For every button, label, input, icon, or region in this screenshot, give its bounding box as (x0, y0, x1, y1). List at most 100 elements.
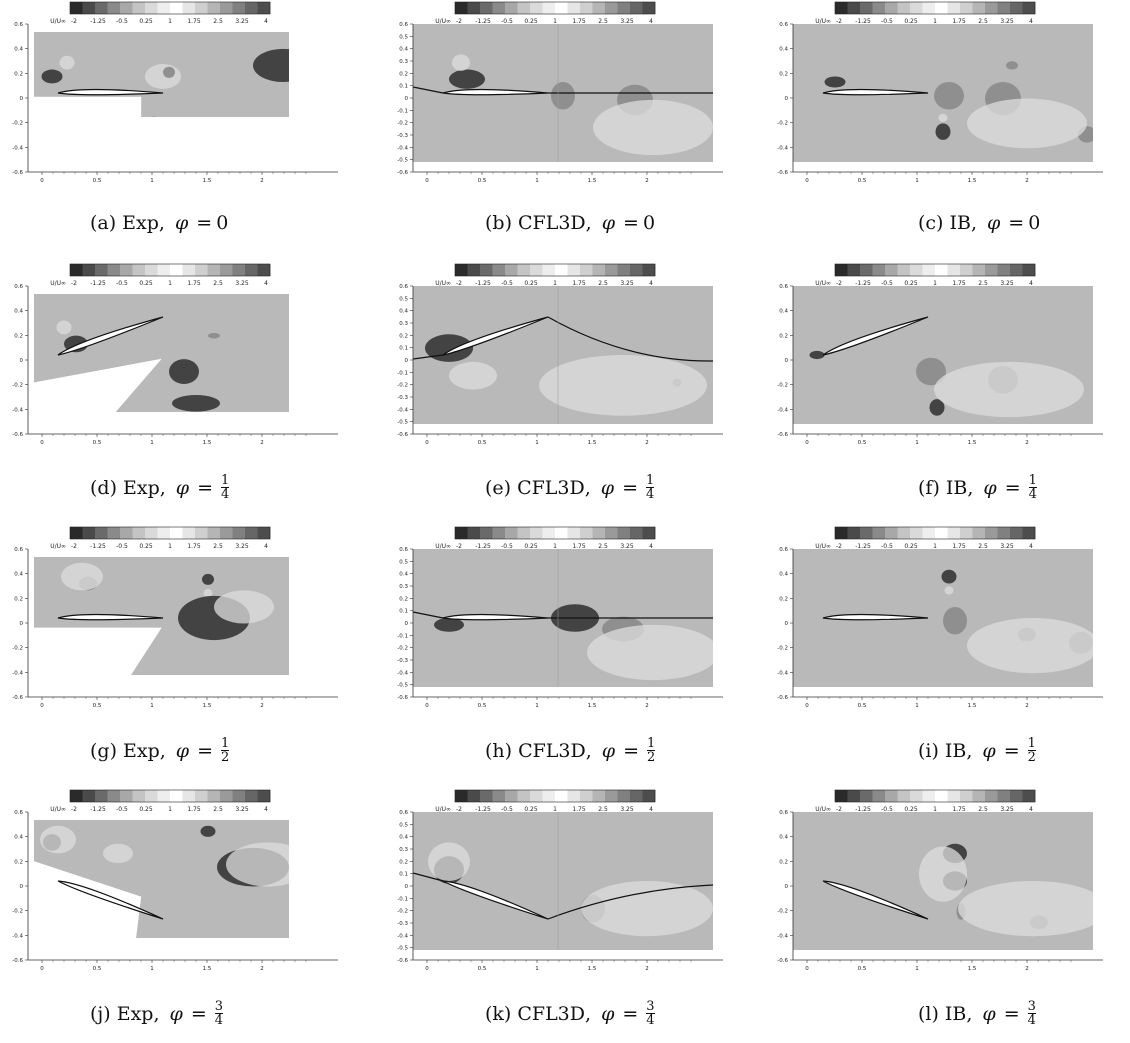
colorbar-tick-label: 3.25 (620, 543, 634, 550)
colorbar-tick-label: 1 (933, 806, 937, 813)
colorbar-level (985, 790, 998, 802)
colorbar-tick-label: -2 (456, 280, 462, 287)
x-tick-label: 1 (150, 178, 154, 184)
colorbar-level (157, 527, 171, 539)
phi-symbol: φ (986, 212, 1001, 234)
vortex-contour (452, 54, 470, 71)
colorbar-tick-label: -1.25 (855, 18, 871, 25)
caption-method: CFL3D (517, 476, 585, 499)
colorbar-level (157, 264, 171, 276)
y-tick-label: 0.5 (399, 559, 408, 565)
colorbar-label: U/U∞ (50, 18, 66, 25)
vortex-contour (824, 76, 846, 88)
colorbar-level (567, 2, 581, 14)
phase-denominator: 4 (1027, 1013, 1036, 1028)
y-tick-label: -0.4 (12, 407, 23, 413)
colorbar-level (232, 790, 246, 802)
airfoil (57, 613, 164, 621)
colorbar-level (642, 264, 656, 276)
panel-caption: (b) CFL3D, φ = 0 (485, 212, 656, 234)
colorbar-tick-label: -1.25 (475, 18, 491, 25)
colorbar-level (885, 264, 898, 276)
phase-numerator: 1 (1028, 473, 1037, 488)
panel-j: U/U∞ -2 -1.25 -0.5 0.25 1 1.75 2.5 3.25 4 0.6 0.4 0.… (0, 788, 365, 1043)
colorbar-level (232, 264, 246, 276)
contour-plot: U/U∞ -2 -1.25 -0.5 0.25 1 1.75 2.5 3.25 40.60.40.… (12, 1, 338, 184)
x-tick-label: 0 (805, 440, 809, 446)
phi-symbol: φ (982, 739, 996, 762)
colorbar-level (997, 790, 1011, 802)
colorbar: U/U∞ -2 -1.25 -0.5 0.25 1 1.75 2.5 3.25 4 (435, 263, 656, 287)
y-tick-label: -0.2 (397, 646, 408, 652)
colorbar-level (922, 790, 936, 802)
colorbar-level (605, 790, 618, 802)
y-tick-label: 0.6 (14, 22, 23, 28)
x-tick-label: 0 (805, 966, 809, 972)
colorbar-tick-label: -2 (836, 18, 842, 25)
colorbar-level (492, 264, 506, 276)
x-tick-label: 1.5 (968, 178, 977, 184)
colorbar-level (157, 790, 171, 802)
colorbar-level (947, 264, 961, 276)
colorbar-tick-label: 4 (649, 18, 653, 25)
caption-method: Exp (123, 739, 160, 762)
airfoil (822, 88, 929, 96)
colorbar-level (132, 2, 146, 14)
colorbar-level (195, 264, 208, 276)
x-tick-label: 1.5 (203, 178, 212, 184)
colorbar-tick-label: 4 (1029, 543, 1033, 550)
vortex-contour (103, 843, 133, 864)
vortex-contour (144, 136, 165, 144)
vortex-contour (944, 586, 954, 595)
x-tick-label: 1.5 (588, 178, 597, 184)
colorbar-level (985, 264, 998, 276)
colorbar-tick-label: -1.25 (475, 280, 491, 287)
y-tick-label: -0.4 (12, 670, 23, 676)
y-tick-label: 0.3 (399, 847, 408, 853)
x-tick-label: 1.5 (588, 440, 597, 446)
colorbar-level (82, 527, 96, 539)
colorbar-level (847, 2, 861, 14)
y-tick-label: 0 (405, 358, 409, 364)
colorbar-level (480, 790, 493, 802)
colorbar-level (492, 527, 506, 539)
colorbar-level (1010, 264, 1023, 276)
contour-plot: U/U∞ -2 -1.25 -0.5 0.25 1 1.75 2.5 3.25 40.60.40.… (12, 789, 338, 972)
colorbar-tick-label: 0.25 (524, 806, 538, 813)
colorbar-tick-label: 2.5 (213, 806, 223, 813)
colorbar-tick-label: -0.5 (881, 806, 893, 813)
x-tick-label: 1 (915, 178, 919, 184)
colorbar-tick-label: 4 (649, 543, 653, 550)
colorbar-level (567, 790, 581, 802)
vortex-contour (929, 399, 945, 416)
colorbar-tick-label: 1 (553, 18, 557, 25)
colorbar-level (835, 2, 848, 14)
colorbar-tick-label: -0.5 (501, 806, 513, 813)
y-tick-label: 0 (785, 621, 789, 627)
x-tick-label: 1 (915, 966, 919, 972)
y-tick-label: 0 (405, 96, 409, 102)
colorbar-level (997, 2, 1011, 14)
y-tick-label: -0.4 (397, 407, 408, 413)
colorbar-level (492, 790, 506, 802)
vortex-contour (539, 355, 707, 416)
colorbar: U/U∞ -2 -1.25 -0.5 0.25 1 1.75 2.5 3.25 4 (815, 1, 1036, 25)
colorbar-level (960, 2, 973, 14)
y-tick-label: 0 (20, 884, 24, 890)
colorbar-tick-label: 2.5 (213, 543, 223, 550)
contour-plot: U/U∞ -2 -1.25 -0.5 0.25 1 1.75 2.5 3.25 40.60.40.… (12, 263, 338, 446)
phase-denominator: 4 (221, 487, 230, 502)
panel-c: U/U∞ -2 -1.25 -0.5 0.25 1 1.75 2.5 3.25 4 0.6 0.4 0.… (765, 0, 1130, 255)
caption-method: CFL3D (517, 1002, 586, 1025)
caption-method: CFL3D (518, 212, 586, 234)
vortex-contour (449, 69, 485, 89)
y-tick-label: 0.1 (399, 872, 408, 878)
colorbar-tick-label: 1 (168, 543, 172, 550)
colorbar-tick-label: -2 (71, 280, 77, 287)
panel-caption: (j) Exp, φ = 3 4 (90, 999, 224, 1028)
colorbar-level (617, 2, 631, 14)
colorbar-level (157, 2, 171, 14)
x-tick-label: 0 (40, 703, 44, 709)
x-tick-label: 0 (425, 966, 429, 972)
colorbar-level (960, 790, 973, 802)
